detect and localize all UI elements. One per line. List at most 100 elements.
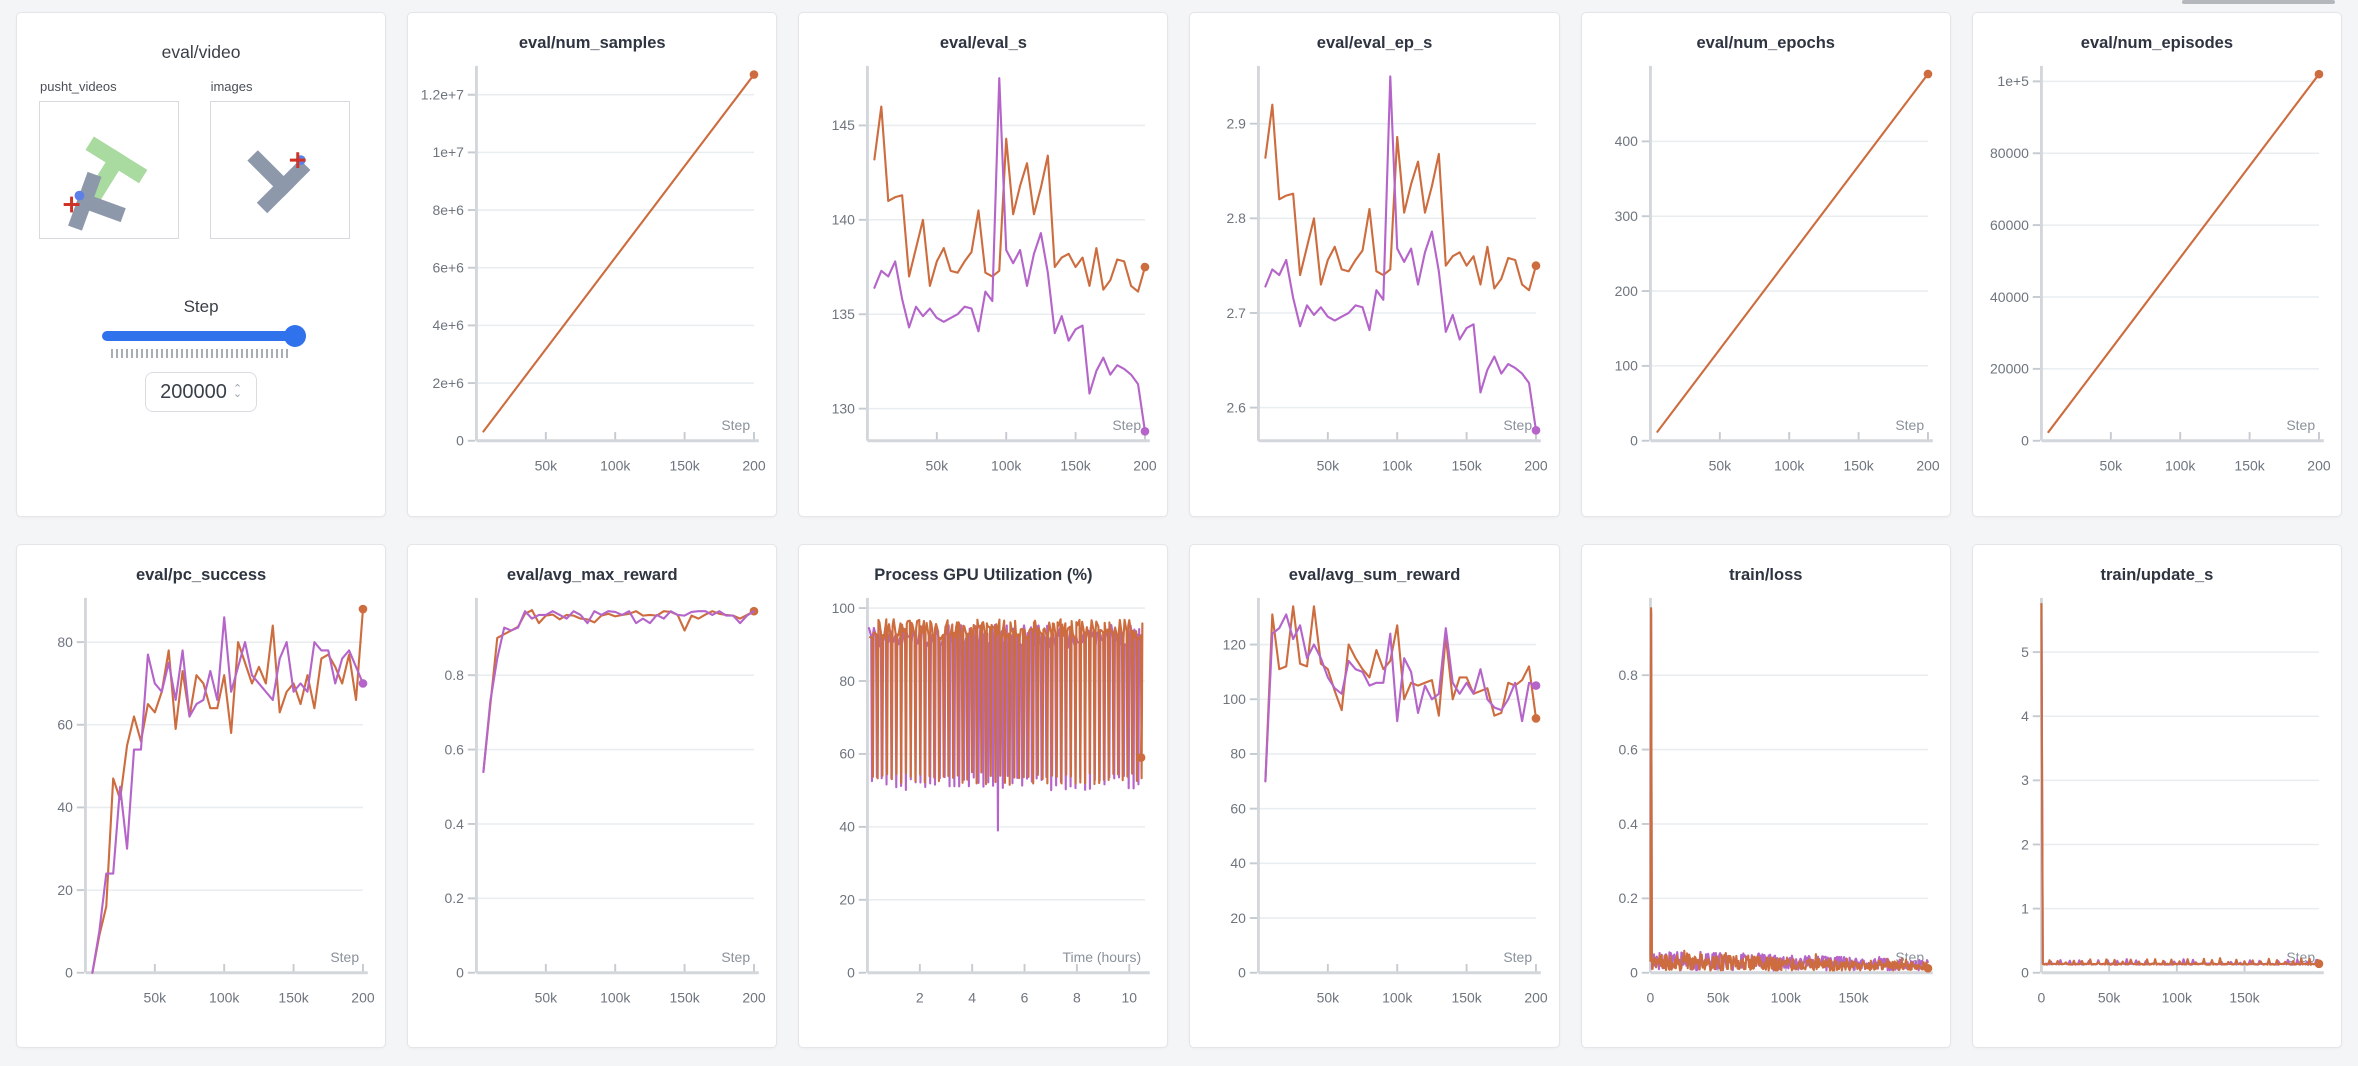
panel-title: Process GPU Utilization (%) <box>874 565 1093 584</box>
panel-eval-eval-s[interactable]: eval/eval_s 130 135 140 145 50k 100k 150k 200 St… <box>798 12 1169 517</box>
series-line-run-purple <box>91 615 365 974</box>
y-tick-label: 100 <box>1223 691 1247 707</box>
series-line-run-orange <box>1264 103 1538 292</box>
y-tick-label: 5 <box>2021 643 2029 659</box>
chart-axes: 0 20 40 60 80 50k 100k 150k 200 Step <box>57 597 375 1005</box>
series-end-dot-run-purple <box>1532 425 1541 435</box>
y-tick-label: 0.6 <box>1618 741 1638 757</box>
panel-eval-num-episodes[interactable]: eval/num_episodes 0 20000 40000 60000 80000 1… <box>1971 12 2342 517</box>
step-control: Step 200000 ⌃ ⌄ <box>17 297 385 412</box>
x-axis-label: Step <box>1504 949 1533 965</box>
y-tick-label: 2.6 <box>1227 399 1247 415</box>
panel-train-update-s[interactable]: train/update_s 0 1 2 3 4 5 0 50k 100k 150k Step <box>1971 543 2342 1048</box>
pusht-render <box>63 136 148 231</box>
panel-title: eval/avg_max_reward <box>506 565 678 584</box>
x-tick-label: 50k <box>1317 458 1340 474</box>
x-tick-label: 50k <box>926 458 949 474</box>
x-tick-label: 150k <box>1061 458 1091 474</box>
y-tick-label: 2.7 <box>1227 305 1247 321</box>
x-tick-label: 200 <box>1134 458 1158 474</box>
y-tick-label: 40 <box>840 818 856 834</box>
y-tick-label: 300 <box>1614 208 1638 224</box>
panel-eval-video[interactable]: eval/video pusht_videos <box>16 12 387 517</box>
series-end-dot-run-orange <box>1923 69 1932 79</box>
y-tick-label: 120 <box>1223 636 1247 652</box>
x-tick-label: 100k <box>991 458 1021 474</box>
y-tick-label: 0 <box>847 964 855 980</box>
step-slider[interactable] <box>102 325 307 347</box>
x-tick-label: 100k <box>209 989 239 1005</box>
block-t-shape <box>68 171 126 231</box>
slider-handle[interactable] <box>284 325 307 347</box>
x-tick-label: 50k <box>1707 989 1730 1005</box>
y-tick-label: 8e+6 <box>433 202 465 218</box>
panel-gpu-utilization[interactable]: Process GPU Utilization (%) 0 20 40 60 80 100… <box>798 543 1169 1048</box>
series-line-run-purple <box>1649 610 1929 971</box>
line-chart: 2.6 2.7 2.8 2.9 50k 100k 150k 200 Step <box>1227 65 1548 474</box>
media-item-pusht-videos: pusht_videos <box>39 79 193 239</box>
y-tick-label: 20 <box>57 881 73 897</box>
y-tick-label: 0.2 <box>445 890 465 906</box>
panel-eval-avg-sum-reward[interactable]: eval/avg_sum_reward 0 20 40 60 80 100 120 50k 10… <box>1189 543 1560 1048</box>
y-tick-label: 4 <box>2021 708 2029 724</box>
y-tick-label: 130 <box>832 400 856 416</box>
y-tick-label: 1.2e+7 <box>421 87 464 103</box>
y-tick-label: 200 <box>1614 283 1638 299</box>
y-tick-label: 0 <box>456 433 464 449</box>
y-tick-label: 1e+7 <box>433 144 465 160</box>
media-label: pusht_videos <box>40 79 117 94</box>
stepper-up-icon[interactable]: ⌃ <box>232 382 243 395</box>
y-tick-label: 40 <box>57 799 73 815</box>
step-input[interactable]: 200000 ⌃ ⌄ <box>145 372 258 412</box>
series-end-dot-run-purple <box>1532 680 1541 690</box>
panel-title: train/loss <box>1729 565 1803 584</box>
y-tick-label: 100 <box>1614 358 1638 374</box>
series-line-run-orange <box>482 608 756 773</box>
stepper-down-icon[interactable]: ⌄ <box>232 388 243 400</box>
panel-eval-num-samples[interactable]: eval/num_samples 0 2e+6 4e+6 6e+6 8e+6 1e+7 1.… <box>407 12 778 517</box>
y-tick-label: 0.4 <box>1618 815 1638 831</box>
y-tick-label: 0 <box>1239 964 1247 980</box>
x-tick-label: 200 <box>1916 458 1940 474</box>
pusht-render <box>246 150 311 214</box>
x-tick-label: 150k <box>2234 458 2264 474</box>
panel-eval-avg-max-reward[interactable]: eval/avg_max_reward 0 0.2 0.4 0.6 0.8 50k 100k… <box>407 543 778 1048</box>
x-tick-label: 50k <box>1708 458 1731 474</box>
y-tick-label: 0 <box>65 964 73 980</box>
goal-cross-icon <box>289 152 306 169</box>
x-tick-label: 8 <box>1073 989 1081 1005</box>
x-tick-label: 200 <box>742 989 766 1005</box>
y-tick-label: 80 <box>57 633 73 649</box>
x-axis-label: Time (hours) <box>1063 949 1142 965</box>
chart-axes: 0 20 40 60 80 100 120 50k 100k 150k 200 Step <box>1223 597 1548 1005</box>
panel-eval-eval-ep-s[interactable]: eval/eval_ep_s 2.6 2.7 2.8 2.9 50k 100k 150k 20… <box>1189 12 1560 517</box>
y-tick-label: 20 <box>840 891 856 907</box>
y-tick-label: 0.8 <box>1618 666 1638 682</box>
slider-track[interactable] <box>102 331 301 341</box>
y-tick-label: 60 <box>840 745 856 761</box>
x-tick-label: 150k <box>1843 458 1873 474</box>
y-tick-label: 140 <box>832 212 856 228</box>
images-thumbnail[interactable] <box>209 101 350 239</box>
step-slider-label: Step <box>183 297 219 316</box>
series-line-run-orange <box>873 105 1147 293</box>
x-tick-label: 150k <box>670 989 700 1005</box>
media-row: pusht_videos <box>17 79 385 239</box>
x-axis-label: Step <box>722 417 751 433</box>
chart-axes: 0 0.2 0.4 0.6 0.8 50k 100k 150k 200 Step <box>445 597 766 1005</box>
pusht-video-thumbnail[interactable] <box>39 101 179 239</box>
panel-train-loss[interactable]: train/loss 0 0.2 0.4 0.6 0.8 0 50k 100k 150k Step <box>1580 543 1951 1048</box>
y-tick-label: 2.9 <box>1227 115 1247 131</box>
chart-axes: 130 135 140 145 50k 100k 150k 200 Step <box>832 65 1158 474</box>
panel-title: eval/eval_s <box>939 34 1027 52</box>
step-value: 200000 <box>160 380 227 403</box>
scrollbar-remnant[interactable] <box>2182 0 2335 4</box>
panel-eval-pc-success[interactable]: eval/pc_success 0 20 40 60 80 50k 100k 150k 200 S… <box>16 543 387 1048</box>
panel-eval-num-epochs[interactable]: eval/num_epochs 0 100 200 300 400 50k 100k 150k… <box>1580 12 1951 517</box>
x-tick-label: 100k <box>1383 458 1413 474</box>
x-tick-label: 150k <box>1452 458 1482 474</box>
x-tick-label: 200 <box>742 458 766 474</box>
y-tick-label: 135 <box>832 306 856 322</box>
slider-tick-marks <box>111 349 292 358</box>
series-end-dot-run-orange <box>2314 69 2324 79</box>
